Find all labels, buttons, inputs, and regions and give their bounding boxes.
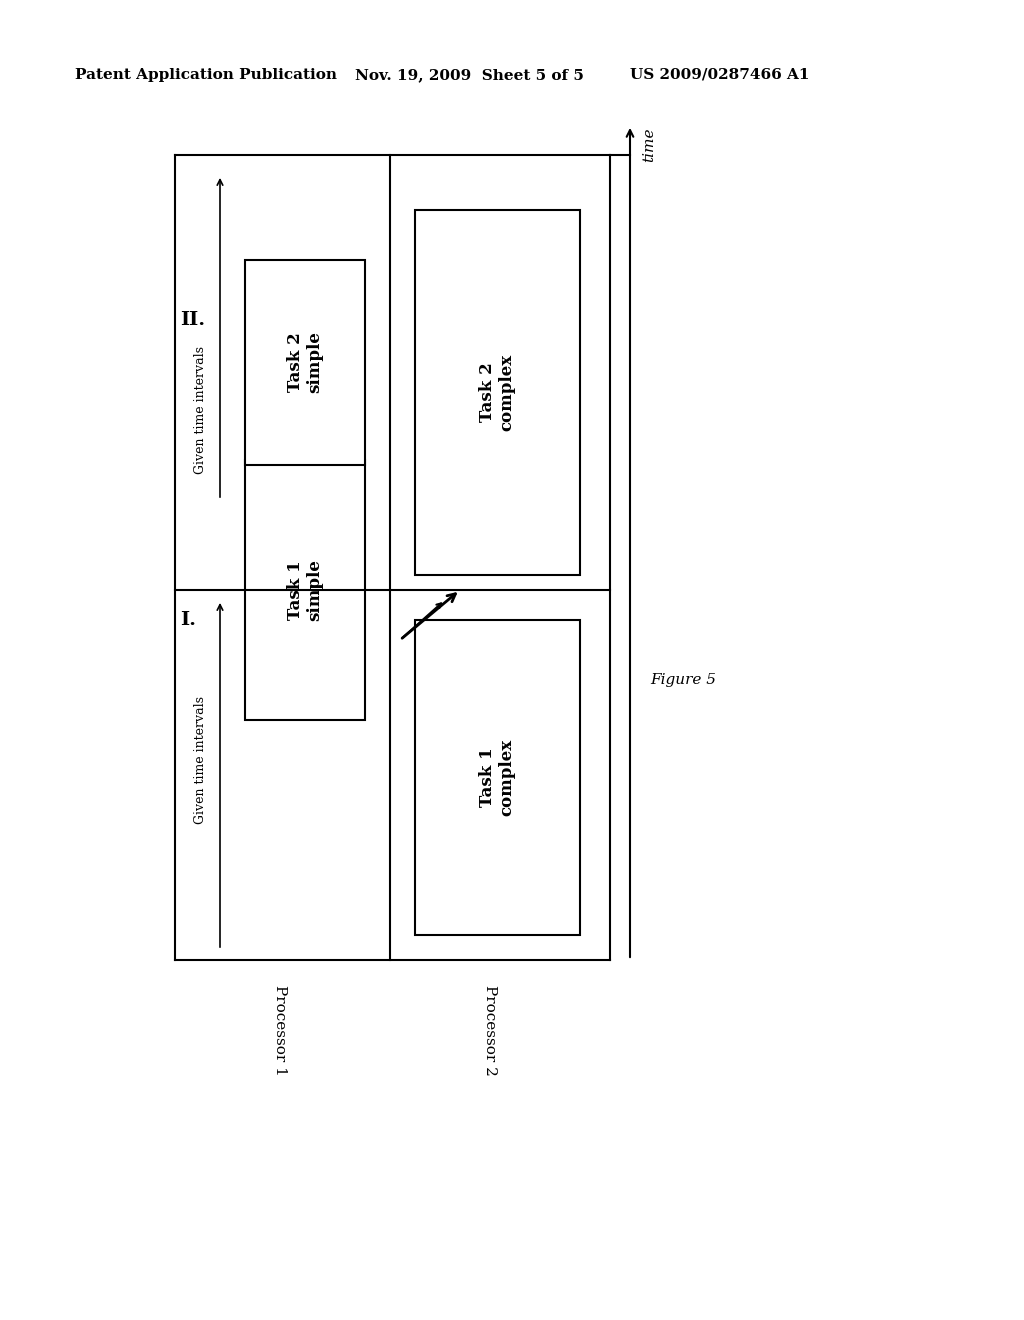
Bar [245, 459, 365, 719]
Text: time: time [642, 128, 656, 162]
Text: US 2009/0287466 A1: US 2009/0287466 A1 [630, 69, 810, 82]
Text: I.: I. [180, 611, 196, 630]
Text: Processor 1: Processor 1 [273, 985, 287, 1076]
Text: II.: II. [180, 312, 205, 329]
Text: Figure 5: Figure 5 [650, 673, 716, 686]
Text: Given time intervals: Given time intervals [194, 696, 207, 824]
Text: Task 2
complex: Task 2 complex [479, 354, 516, 432]
Bar [415, 210, 580, 576]
Text: Processor 2: Processor 2 [483, 985, 497, 1076]
Text: Given time intervals: Given time intervals [194, 346, 207, 474]
Bar [245, 260, 365, 465]
Text: Task 1
simple: Task 1 simple [287, 560, 324, 620]
Bar [415, 620, 580, 935]
Text: Task 2
simple: Task 2 simple [287, 331, 324, 393]
Text: Patent Application Publication: Patent Application Publication [75, 69, 337, 82]
Text: Nov. 19, 2009  Sheet 5 of 5: Nov. 19, 2009 Sheet 5 of 5 [355, 69, 584, 82]
Text: Task 1
complex: Task 1 complex [479, 739, 516, 816]
